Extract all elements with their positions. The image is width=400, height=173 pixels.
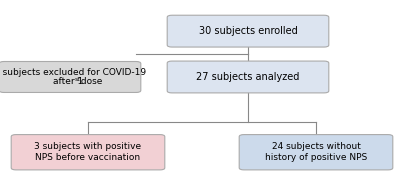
FancyBboxPatch shape <box>11 135 165 170</box>
Text: 27 subjects analyzed: 27 subjects analyzed <box>196 72 300 82</box>
Text: after 1 dose: after 1 dose <box>43 77 97 86</box>
FancyBboxPatch shape <box>167 61 329 93</box>
FancyBboxPatch shape <box>0 62 141 92</box>
FancyBboxPatch shape <box>167 15 329 47</box>
Text: 3 subjects with positive
NPS before vaccination: 3 subjects with positive NPS before vacc… <box>34 142 142 162</box>
Text: st: st <box>75 77 80 82</box>
Text: 3 subjects excluded for COVID-19: 3 subjects excluded for COVID-19 <box>0 68 146 77</box>
FancyBboxPatch shape <box>239 135 393 170</box>
Text: 24 subjects without
history of positive NPS: 24 subjects without history of positive … <box>265 142 367 162</box>
Text: 30 subjects enrolled: 30 subjects enrolled <box>199 26 297 36</box>
Text: dose: dose <box>78 77 103 86</box>
Text: after 1: after 1 <box>53 77 84 86</box>
